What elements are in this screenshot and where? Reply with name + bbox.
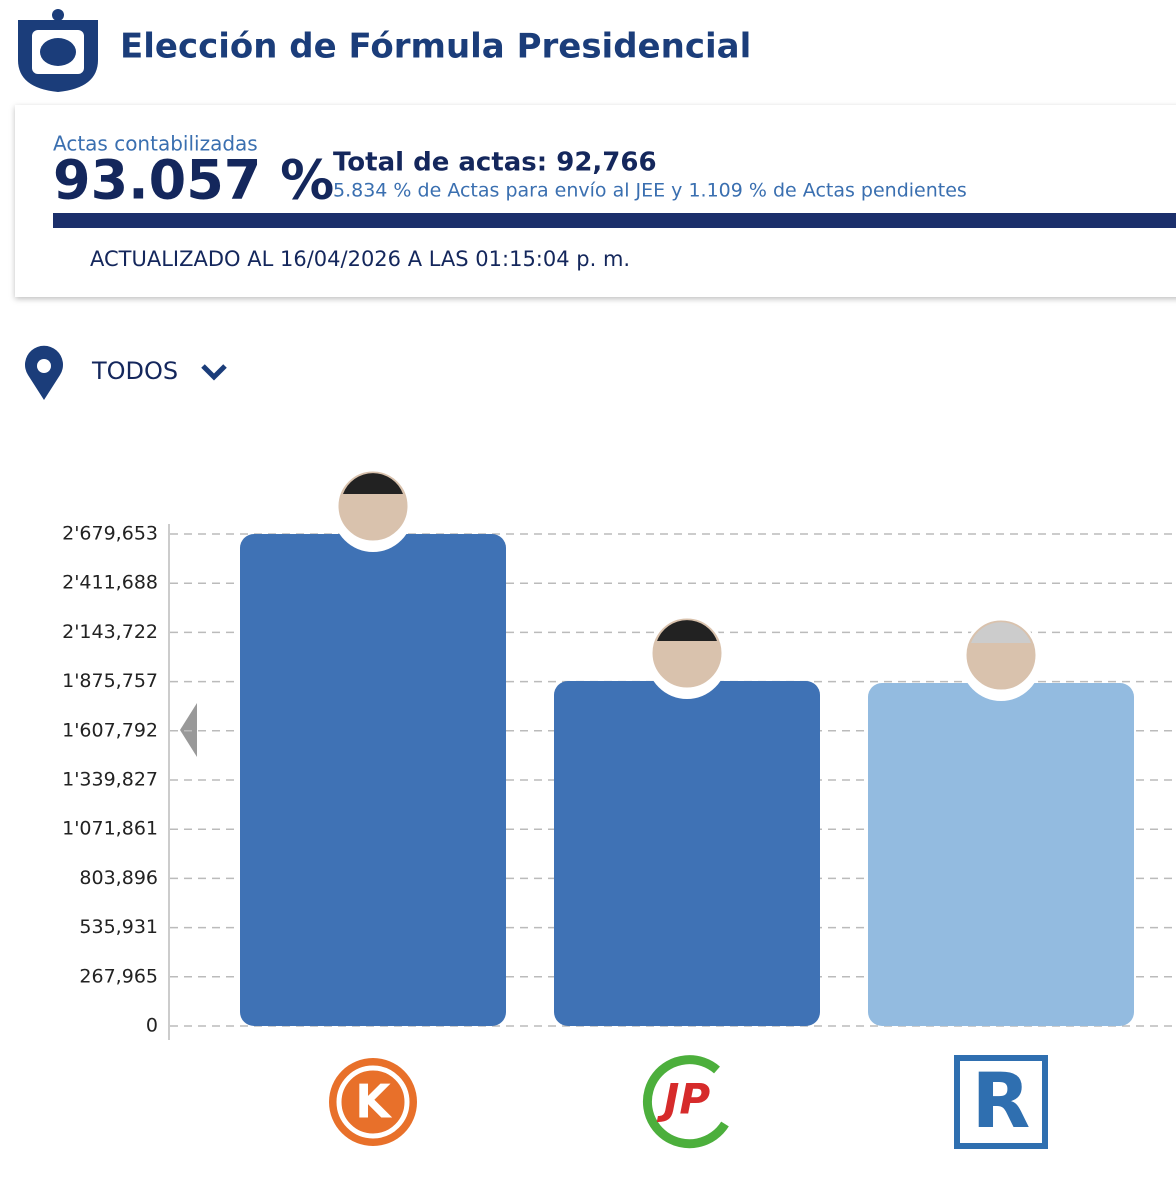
y-tick-label: 2'143,722 — [62, 621, 158, 643]
party-logo — [642, 1055, 729, 1149]
y-tick-label: 1'607,792 — [62, 719, 158, 741]
bar — [240, 534, 506, 1026]
bar — [554, 681, 820, 1026]
candidate-hair — [343, 473, 403, 494]
y-tick-label: 803,896 — [79, 867, 158, 889]
emblem — [18, 9, 98, 92]
summary-total: Total de actas: 92,766 — [333, 148, 657, 178]
candidate-hair — [657, 620, 717, 642]
page-title: Elección de Fórmula Presidencial — [120, 27, 751, 67]
summary-detail: 5.834 % de Actas para envío al JEE y 1.1… — [333, 180, 967, 202]
progress-bar — [53, 213, 1176, 228]
location-pin — [25, 345, 63, 400]
scroll-left[interactable] — [180, 703, 197, 757]
summary-label: Actas contabilizadas — [53, 132, 258, 156]
party-logo — [329, 1058, 417, 1146]
updated-time: ACTUALIZADO AL 16/04/2026 A LAS 01:15:04… — [90, 247, 630, 271]
y-tick-label: 1'071,861 — [62, 818, 158, 840]
y-tick-label: 1'875,757 — [62, 670, 158, 692]
party-logo-text: K — [355, 1075, 393, 1129]
y-tick-label: 2'679,653 — [62, 523, 158, 545]
party-logo — [954, 1055, 1048, 1149]
location-filter[interactable]: TODOS — [91, 357, 178, 385]
y-tick-label: 0 — [146, 1015, 158, 1037]
y-tick-label: 1'339,827 — [62, 768, 158, 790]
dropdown-chevron[interactable] — [201, 364, 227, 381]
party-logo-ring — [336, 1065, 410, 1139]
summary-card — [15, 105, 1176, 297]
bar — [868, 683, 1134, 1026]
y-tick-label: 535,931 — [79, 916, 158, 938]
summary-percent: 93.057 % — [53, 149, 334, 212]
y-tick-label: 2'411,688 — [62, 572, 158, 594]
y-tick-label: 267,965 — [79, 965, 158, 987]
candidate-hair — [971, 622, 1031, 644]
party-logo-text: JP — [657, 1075, 711, 1124]
party-logo-text: R — [972, 1056, 1031, 1145]
